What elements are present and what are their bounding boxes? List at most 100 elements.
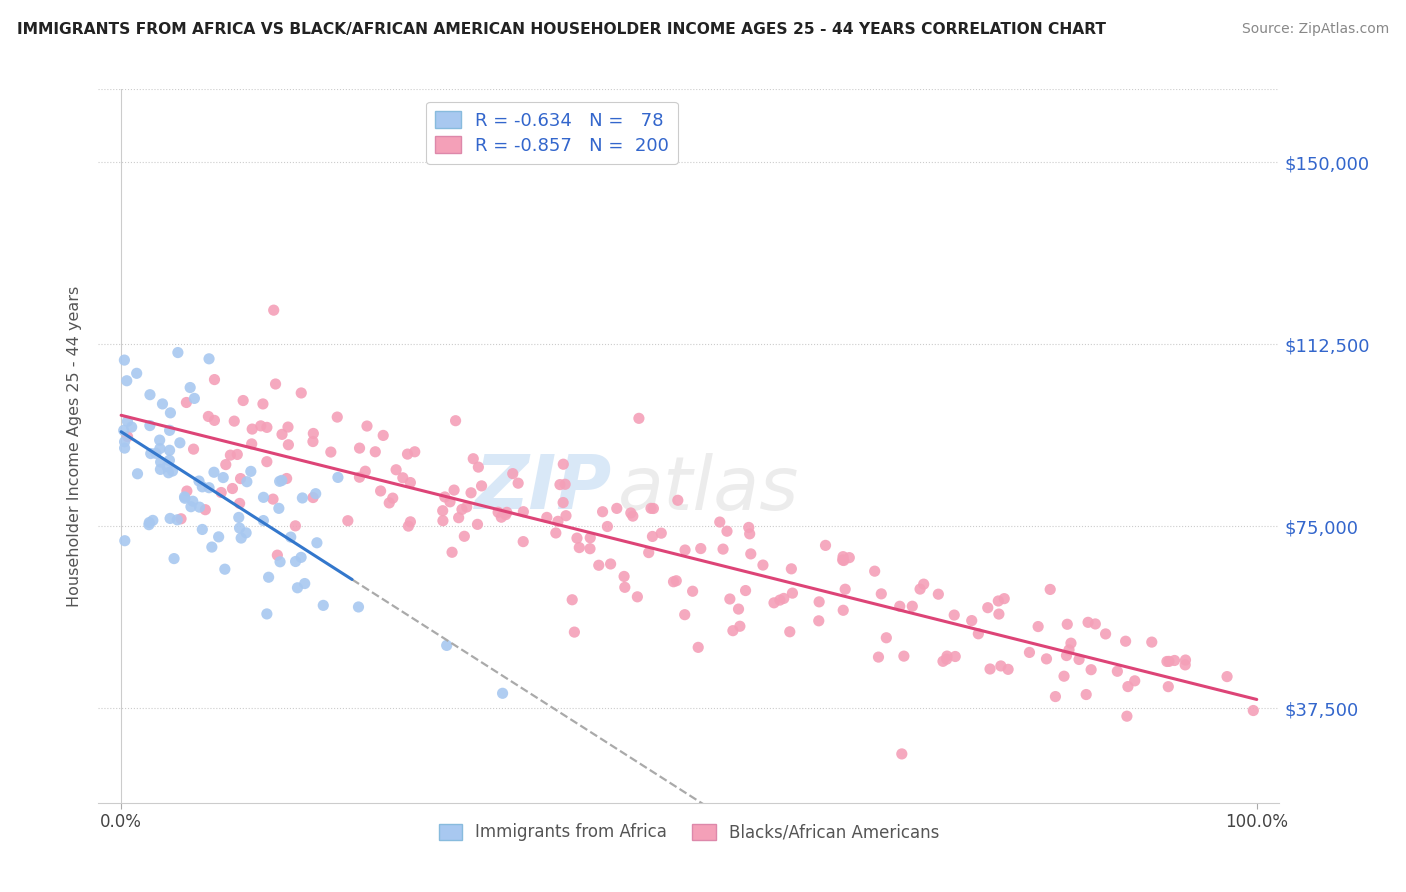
Point [443, 483, 465, 497]
Point [709, 515, 731, 529]
Point [1115, 634, 1137, 648]
Point [912, 577, 935, 591]
Point [174, 491, 197, 506]
Point [197, 409, 219, 424]
Point [127, 467, 149, 481]
Point [901, 599, 924, 614]
Point [208, 530, 231, 544]
Point [264, 376, 287, 391]
Point [932, 654, 955, 668]
Point [214, 562, 236, 576]
Point [157, 453, 180, 467]
Point [495, 505, 517, 519]
Point [183, 442, 205, 457]
Point [198, 481, 221, 495]
Point [252, 491, 274, 505]
Point [1053, 669, 1076, 683]
Point [613, 580, 636, 594]
Point [561, 592, 583, 607]
Point [641, 529, 664, 543]
Point [183, 392, 205, 406]
Point [512, 534, 534, 549]
Point [236, 475, 259, 489]
Point [453, 529, 475, 543]
Point [349, 441, 371, 455]
Point [620, 506, 643, 520]
Point [179, 380, 201, 394]
Point [256, 420, 278, 434]
Point [114, 434, 136, 449]
Point [943, 649, 966, 664]
Point [169, 435, 191, 450]
Point [1116, 680, 1139, 694]
Point [404, 444, 426, 458]
Point [256, 455, 278, 469]
Point [779, 624, 801, 639]
Point [579, 541, 602, 556]
Point [808, 595, 831, 609]
Point [682, 584, 704, 599]
Point [117, 430, 139, 444]
Point [1157, 654, 1180, 668]
Point [762, 596, 785, 610]
Point [149, 442, 172, 456]
Point [385, 463, 408, 477]
Point [666, 493, 689, 508]
Point [201, 540, 224, 554]
Point [662, 574, 685, 589]
Point [121, 420, 143, 434]
Text: atlas: atlas [619, 453, 800, 524]
Point [832, 553, 855, 567]
Point [721, 624, 744, 638]
Point [772, 591, 794, 606]
Point [555, 508, 578, 523]
Point [738, 526, 761, 541]
Point [734, 583, 756, 598]
Point [239, 464, 262, 478]
Point [156, 459, 179, 474]
Point [627, 411, 650, 425]
Point [280, 530, 302, 544]
Point [890, 747, 912, 761]
Point [673, 543, 696, 558]
Point [436, 639, 458, 653]
Point [302, 434, 325, 449]
Point [138, 517, 160, 532]
Point [276, 471, 298, 485]
Point [302, 491, 325, 505]
Point [240, 422, 263, 436]
Point [392, 471, 415, 485]
Point [727, 602, 749, 616]
Point [960, 614, 983, 628]
Point [173, 490, 195, 504]
Point [191, 523, 214, 537]
Point [228, 510, 250, 524]
Point [780, 562, 803, 576]
Legend: Immigrants from Africa, Blacks/African Americans: Immigrants from Africa, Blacks/African A… [432, 817, 946, 848]
Point [467, 517, 489, 532]
Point [157, 466, 180, 480]
Point [1067, 652, 1090, 666]
Point [163, 551, 186, 566]
Point [145, 446, 167, 460]
Point [226, 447, 249, 461]
Point [1035, 652, 1057, 666]
Point [728, 619, 751, 633]
Point [1026, 619, 1049, 633]
Point [149, 455, 172, 469]
Text: IMMIGRANTS FROM AFRICA VS BLACK/AFRICAN AMERICAN HOUSEHOLDER INCOME AGES 25 - 44: IMMIGRANTS FROM AFRICA VS BLACK/AFRICAN … [17, 22, 1107, 37]
Point [159, 423, 181, 437]
Point [432, 504, 454, 518]
Point [716, 524, 738, 539]
Point [936, 649, 959, 664]
Point [1056, 648, 1078, 663]
Point [637, 545, 659, 559]
Point [1094, 627, 1116, 641]
Point [162, 464, 184, 478]
Point [294, 576, 316, 591]
Point [990, 659, 1012, 673]
Point [188, 500, 211, 515]
Point [650, 526, 672, 541]
Point [769, 593, 792, 607]
Point [432, 514, 454, 528]
